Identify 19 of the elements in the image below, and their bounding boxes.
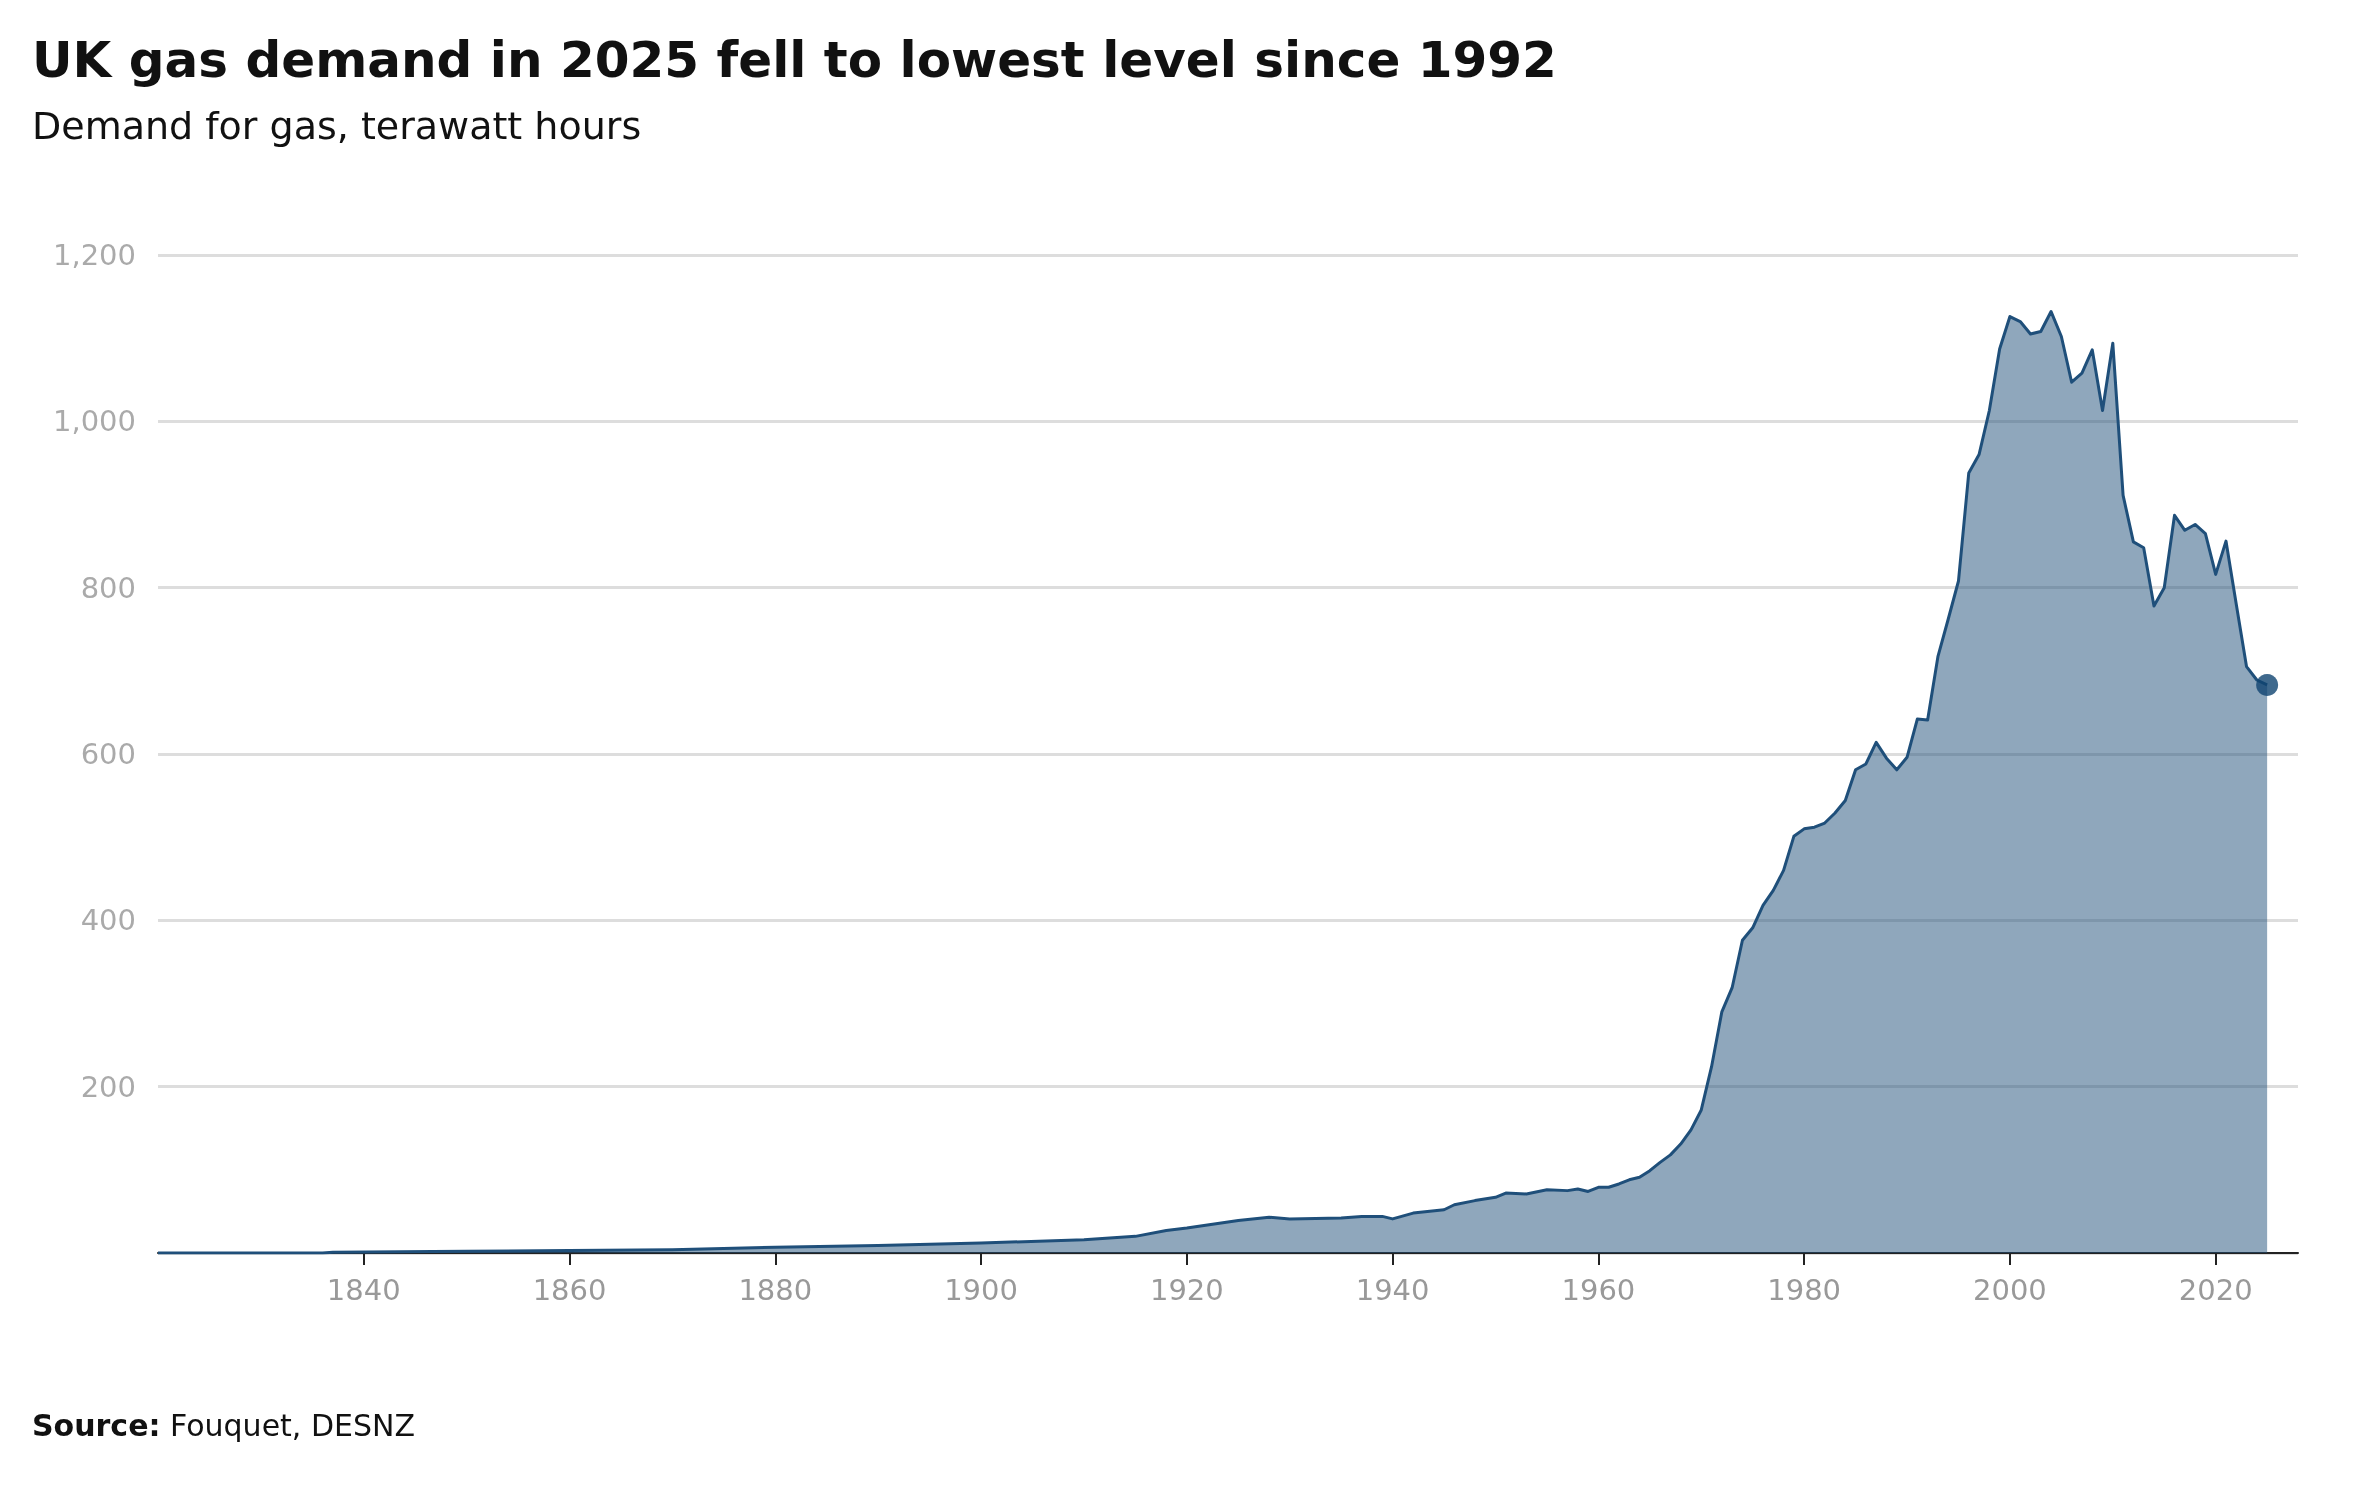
- y-tick-label: 800: [80, 570, 136, 605]
- source-note: Source: Fouquet, DESNZ: [32, 1407, 416, 1443]
- chart-title: UK gas demand in 2025 fell to lowest level since 1992: [32, 31, 1557, 89]
- y-tick-label: 600: [80, 737, 136, 771]
- x-tick-label: 2020: [2178, 1272, 2253, 1307]
- y-tick-label: 200: [80, 1069, 136, 1104]
- x-tick-label: 1860: [532, 1272, 607, 1307]
- x-tick-label: 2000: [1973, 1272, 2047, 1307]
- x-tick-label: 1940: [1355, 1272, 1430, 1307]
- x-tick-label: 1900: [944, 1272, 1018, 1307]
- x-tick-label: 1880: [738, 1272, 813, 1307]
- y-tick-label: 1,200: [52, 238, 136, 272]
- x-tick-label: 1960: [1561, 1272, 1636, 1307]
- chart-subtitle: Demand for gas, terawatt hours: [32, 104, 642, 148]
- y-tick-label: 1,000: [52, 404, 136, 439]
- x-tick-label: 1920: [1149, 1272, 1224, 1307]
- x-tick-label: 1840: [326, 1272, 401, 1307]
- x-tick-label: 1980: [1767, 1272, 1842, 1307]
- y-tick-label: 400: [80, 903, 136, 938]
